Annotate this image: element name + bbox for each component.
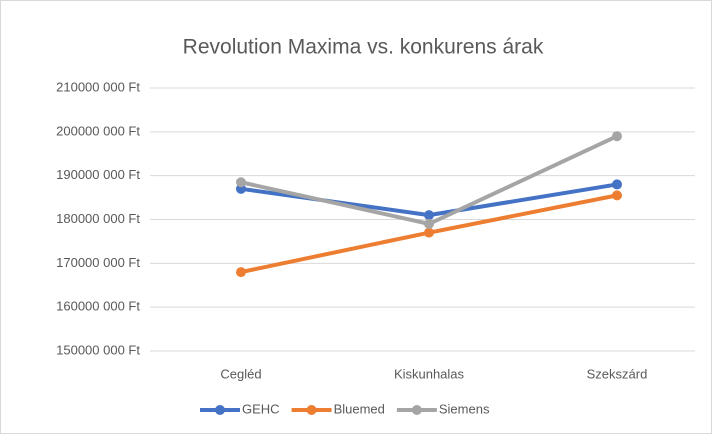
chart-title: Revolution Maxima vs. konkurens árak — [183, 36, 544, 59]
x-tick-label: Kiskunhalas — [394, 366, 465, 381]
y-tick-label: 150000 000 Ft — [56, 342, 140, 357]
legend-marker — [215, 405, 225, 415]
data-point — [424, 218, 434, 229]
data-point — [424, 227, 434, 238]
y-tick-label: 200000 000 Ft — [56, 123, 140, 138]
legend-label: Bluemed — [334, 401, 385, 416]
data-point — [612, 179, 622, 190]
data-point — [236, 177, 246, 188]
legend-label: Siemens — [439, 401, 490, 416]
data-point — [424, 210, 434, 221]
data-point — [612, 190, 622, 201]
y-tick-label: 180000 000 Ft — [56, 211, 140, 226]
x-tick-label: Szekszárd — [587, 366, 648, 381]
legend-marker — [411, 405, 422, 415]
y-tick-label: 170000 000 Ft — [56, 255, 140, 270]
data-point — [236, 267, 246, 278]
legend-label: GEHC — [242, 401, 280, 416]
x-tick-label: Cegléd — [220, 366, 261, 381]
y-tick-label: 160000 000 Ft — [56, 299, 140, 314]
y-tick-label: 210000 000 Ft — [56, 79, 140, 94]
legend-marker — [306, 405, 317, 415]
data-point — [612, 131, 622, 142]
y-tick-label: 190000 000 Ft — [56, 167, 140, 182]
